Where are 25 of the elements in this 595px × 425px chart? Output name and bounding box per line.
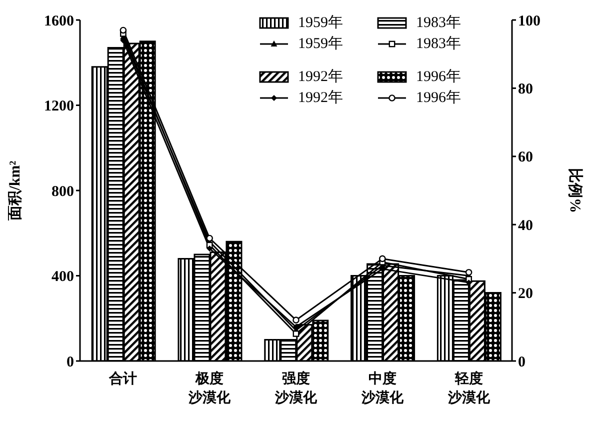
x-tick-label: 强度沙漠化 — [274, 370, 318, 406]
y-tick-label: 1200 — [44, 98, 74, 115]
y2-tick-label: 80 — [518, 82, 533, 98]
x-tick-label: 合计 — [108, 371, 138, 387]
legend-label: 1992年 — [298, 89, 343, 107]
legend-label: 1959年 — [298, 14, 343, 32]
x-tick-label: 轻度沙漠化 — [446, 370, 491, 406]
y2-tick-label: 60 — [518, 150, 533, 166]
y2-tick-label: 20 — [518, 286, 533, 302]
legend-label: 1992年 — [298, 68, 343, 86]
y2-tick-label: 0 — [518, 354, 526, 370]
legend-label: 1996年 — [416, 68, 461, 86]
legend-label: 1983年 — [416, 35, 461, 53]
y-tick-label: 400 — [52, 269, 74, 286]
x-tick-label: 极度沙漠化 — [188, 370, 232, 406]
y-tick-label: 0 — [66, 354, 74, 370]
legend-label: 1996年 — [416, 89, 461, 107]
legend-label: 1959年 — [298, 35, 343, 53]
y2-axis-title: 比例% — [566, 168, 584, 213]
y-tick-label: 1600 — [44, 13, 74, 30]
y2-tick-label: 40 — [518, 218, 533, 234]
x-tick-label: 中度沙漠化 — [360, 370, 404, 406]
y-tick-label: 800 — [52, 184, 74, 200]
y2-tick-label: 100 — [518, 13, 540, 30]
legend-label: 1983年 — [416, 14, 461, 32]
